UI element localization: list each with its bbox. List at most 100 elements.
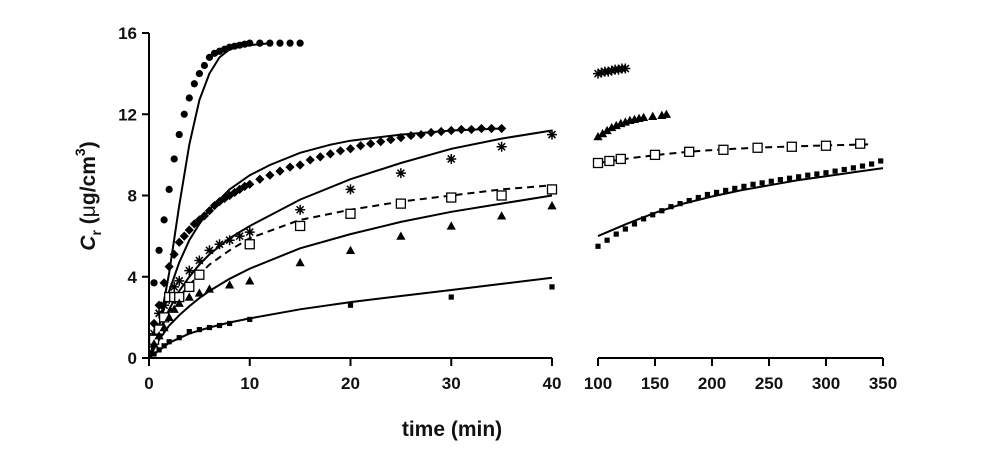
x-tick-label: 30 — [442, 374, 461, 393]
marker-open-square — [604, 155, 615, 167]
marker-diamond — [204, 206, 215, 216]
marker-diamond — [159, 278, 169, 288]
marker-asterisk — [214, 239, 225, 250]
marker-triangle — [345, 245, 356, 255]
marker-diamond — [179, 231, 189, 241]
fit-curves — [148, 42, 884, 359]
marker-diamond — [406, 130, 416, 141]
x-tick-label: 40 — [543, 374, 562, 393]
marker-diamond — [366, 139, 376, 149]
marker-diamond — [486, 123, 497, 134]
marker-triangle — [547, 201, 557, 210]
marker-triangle — [225, 280, 235, 289]
marker-open-square — [786, 141, 797, 152]
marker-diamond — [386, 135, 396, 145]
marker-triangle — [154, 331, 164, 340]
marker-triangle — [159, 322, 169, 332]
marker-open-square — [592, 157, 604, 169]
marker-diamond — [245, 179, 255, 189]
marker-filled-square — [227, 320, 233, 327]
marker-open-square — [184, 281, 195, 293]
marker-asterisk — [606, 65, 617, 76]
marker-filled-square — [796, 174, 802, 180]
marker-circle — [150, 279, 158, 287]
axes — [142, 32, 884, 366]
marker-circle — [205, 53, 214, 61]
marker-circle — [286, 39, 294, 47]
marker-circle — [200, 61, 209, 70]
marker-asterisk — [603, 66, 614, 77]
marker-triangle — [194, 288, 204, 297]
marker-circle — [190, 80, 198, 88]
marker-filled-square — [161, 343, 167, 349]
marker-asterisk — [596, 67, 607, 78]
fit-curve — [148, 184, 553, 359]
marker-open-square — [684, 146, 695, 157]
marker-asterisk — [174, 275, 185, 286]
marker-asterisk — [620, 63, 631, 74]
marker-diamond — [325, 149, 335, 159]
marker-diamond — [285, 162, 295, 172]
marker-triangle — [184, 292, 194, 301]
marker-diamond — [376, 137, 386, 147]
marker-triangle — [446, 221, 456, 230]
x-axis-title: time (min) — [402, 418, 502, 441]
marker-open-square — [752, 142, 763, 153]
x-tick-label: 150 — [641, 374, 669, 393]
marker-open-square — [820, 140, 832, 151]
marker-filled-square — [723, 187, 729, 194]
marker-diamond — [275, 166, 285, 176]
marker-circle — [160, 216, 168, 224]
marker-triangle — [245, 276, 255, 285]
marker-asterisk — [547, 129, 557, 140]
marker-open-square — [546, 184, 558, 195]
marker-filled-square — [216, 322, 223, 329]
marker-asterisk — [194, 255, 205, 266]
marker-asterisk — [613, 64, 624, 75]
marker-asterisk — [234, 231, 245, 242]
y-axis-title-superscript: 3 — [72, 148, 88, 156]
marker-open-square — [294, 220, 306, 232]
marker-open-square — [496, 190, 507, 201]
y-axis-title-mu: μ — [77, 205, 100, 217]
x-tick-label: 300 — [812, 374, 840, 393]
y-tick-label: 0 — [128, 349, 137, 368]
marker-diamond — [265, 170, 275, 180]
marker-diamond — [416, 129, 426, 140]
marker-triangle — [295, 257, 305, 267]
marker-diamond — [199, 211, 210, 221]
marker-filled-square — [196, 326, 202, 333]
y-axis-title-unit-open: ( — [77, 217, 100, 230]
marker-filled-square — [650, 212, 656, 218]
marker-open-square — [718, 144, 729, 155]
marker-asterisk — [204, 245, 215, 256]
marker-open-square — [446, 192, 457, 203]
marker-open-square — [615, 153, 626, 165]
marker-triangle — [648, 111, 658, 120]
marker-circle — [180, 110, 188, 118]
marker-diamond — [345, 144, 356, 154]
marker-asterisk — [345, 184, 356, 195]
marker-filled-square — [668, 204, 674, 210]
y-tick-label: 12 — [118, 105, 137, 124]
marker-filled-square — [622, 226, 628, 232]
marker-circle — [246, 39, 254, 47]
marker-triangle — [396, 231, 406, 240]
y-axis-title: Cr (μg/cm3) — [72, 141, 104, 250]
marker-filled-square — [166, 339, 172, 345]
data-markers — [148, 39, 884, 357]
marker-circle — [155, 246, 163, 254]
fit-curve — [148, 42, 270, 359]
marker-diamond — [305, 155, 315, 165]
marker-diamond — [466, 124, 476, 135]
marker-circle — [296, 39, 304, 47]
marker-circle — [256, 39, 264, 47]
marker-triangle — [639, 112, 649, 121]
x-tick-label: 10 — [240, 374, 259, 393]
y-axis-title-subscript: r — [88, 230, 104, 236]
marker-filled-square — [448, 294, 454, 300]
marker-asterisk — [169, 281, 180, 292]
x-tick-label: 250 — [755, 374, 783, 393]
marker-asterisk — [446, 153, 457, 164]
marker-filled-square — [595, 243, 601, 249]
